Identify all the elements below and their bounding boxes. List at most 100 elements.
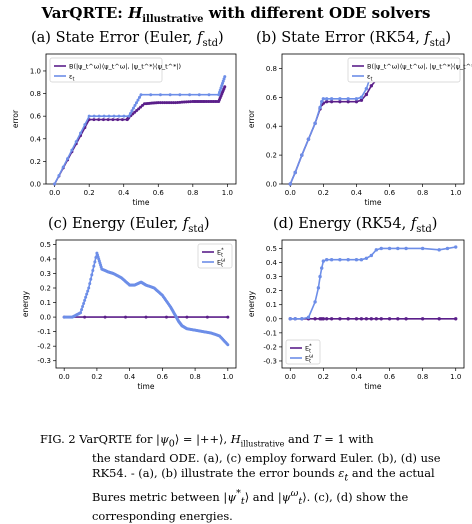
y-tick-label: 0.2 bbox=[266, 287, 277, 295]
series-point bbox=[369, 253, 374, 258]
series-point bbox=[103, 315, 107, 319]
series-point bbox=[111, 118, 115, 122]
series-point bbox=[168, 93, 172, 97]
x-tick-label: 0.2 bbox=[318, 373, 329, 381]
x-tick-label: 0.0 bbox=[285, 189, 296, 197]
series-point bbox=[329, 99, 334, 104]
series-point bbox=[178, 93, 182, 97]
y-tick-label: 0.8 bbox=[30, 90, 41, 98]
series-point bbox=[131, 112, 135, 116]
legend-sup: ω bbox=[221, 258, 225, 264]
series-point bbox=[174, 101, 178, 105]
y-tick-label: 0.4 bbox=[266, 259, 278, 267]
x-tick-label: 0.6 bbox=[157, 373, 169, 381]
legend-sub: t bbox=[309, 349, 311, 355]
series-point bbox=[364, 86, 369, 91]
series-point bbox=[346, 317, 350, 321]
figure-title: VarQRTE: Hillustrative with different OD… bbox=[41, 4, 431, 25]
series-point bbox=[80, 308, 84, 312]
series-point bbox=[320, 99, 324, 104]
series-point bbox=[94, 255, 98, 259]
x-tick-label: 0.4 bbox=[351, 373, 363, 381]
series-point bbox=[87, 114, 91, 118]
series-point bbox=[454, 245, 458, 249]
y-axis-label: energy bbox=[21, 290, 30, 317]
series-point bbox=[220, 84, 224, 88]
series-point bbox=[404, 317, 408, 321]
y-tick-label: 0.4 bbox=[40, 255, 52, 263]
series-point bbox=[131, 106, 135, 110]
series-point bbox=[139, 93, 143, 97]
panel-d-title: (d) Energy (RK54, fstd) bbox=[273, 216, 438, 235]
series-point bbox=[396, 246, 400, 251]
series-point bbox=[101, 118, 105, 122]
legend-label: Etω bbox=[217, 258, 225, 269]
x-tick-label: 0.2 bbox=[318, 189, 329, 197]
series-point bbox=[374, 248, 379, 252]
chart-b: 0.0 0.2 0.4 0.6 0.8 1.0 0.0 0.2 0.4 0.6 0.8 time err… bbox=[247, 53, 472, 207]
series-point bbox=[89, 277, 93, 281]
y-axis-label: energy bbox=[247, 290, 256, 317]
x-tick-label: 1.0 bbox=[222, 189, 233, 197]
series-point bbox=[128, 111, 132, 115]
y-tick-label: 0.3 bbox=[266, 273, 277, 281]
series-point bbox=[329, 97, 334, 101]
series-point bbox=[226, 315, 230, 319]
series-point bbox=[91, 269, 95, 273]
figure-caption: FIG. 2 VarQRTE for |ψ0⟩ = |++⟩, Hillustr… bbox=[40, 432, 441, 523]
series-point bbox=[197, 93, 201, 97]
series-line bbox=[289, 77, 456, 185]
series-point bbox=[354, 99, 359, 104]
x-tick-label: 0.2 bbox=[91, 373, 102, 381]
series-point bbox=[313, 300, 317, 304]
series-point bbox=[70, 148, 74, 152]
series-point bbox=[86, 289, 90, 293]
series-point bbox=[136, 98, 140, 102]
series-point bbox=[221, 79, 225, 83]
legend-sup: ω bbox=[309, 354, 313, 360]
series-point bbox=[396, 317, 400, 321]
series-point bbox=[83, 315, 87, 319]
plot-frame bbox=[45, 53, 237, 185]
series-point bbox=[66, 157, 70, 161]
series-point bbox=[158, 93, 162, 97]
legend-box bbox=[49, 57, 163, 83]
series-point bbox=[57, 174, 61, 178]
y-tick-label: 0.0 bbox=[40, 314, 51, 322]
y-tick-label: 0.0 bbox=[266, 315, 277, 323]
series-point bbox=[338, 99, 342, 104]
series-point bbox=[97, 114, 101, 118]
series-point bbox=[437, 317, 441, 321]
series-point bbox=[359, 95, 364, 100]
x-tick-label: 0.2 bbox=[84, 189, 95, 197]
series-point bbox=[92, 264, 96, 268]
series-point bbox=[288, 317, 292, 321]
series-point bbox=[346, 97, 350, 101]
series-point bbox=[364, 256, 369, 260]
series-point bbox=[117, 114, 121, 118]
series-point bbox=[88, 282, 92, 286]
series-point bbox=[205, 315, 209, 319]
series-point bbox=[320, 266, 324, 270]
series-point bbox=[222, 77, 226, 81]
series-point bbox=[374, 317, 379, 321]
y-tick-label: -0.3 bbox=[263, 357, 277, 365]
legend-sub: t bbox=[309, 359, 311, 365]
series-point bbox=[127, 114, 131, 118]
series-point bbox=[130, 109, 134, 113]
y-tick-label: 0.4 bbox=[30, 135, 42, 143]
series-point bbox=[223, 85, 227, 89]
series-point bbox=[359, 317, 364, 321]
series-point bbox=[92, 118, 96, 122]
y-tick-label: 1.0 bbox=[30, 67, 41, 75]
series-point bbox=[79, 131, 83, 135]
chart-d: 0.0 0.2 0.4 0.6 0.8 1.0 -0.3 -0.2 -0.1 0.0 0.1 0.2 0… bbox=[247, 239, 465, 391]
series-point bbox=[156, 101, 160, 105]
series-point bbox=[359, 98, 364, 102]
series-point bbox=[387, 317, 392, 321]
y-tick-label: 0.2 bbox=[40, 285, 51, 293]
y-tick-label: 0.1 bbox=[40, 299, 51, 307]
legend-label: εt bbox=[69, 73, 75, 83]
series-point bbox=[124, 315, 128, 319]
y-tick-label: -0.1 bbox=[263, 329, 277, 337]
